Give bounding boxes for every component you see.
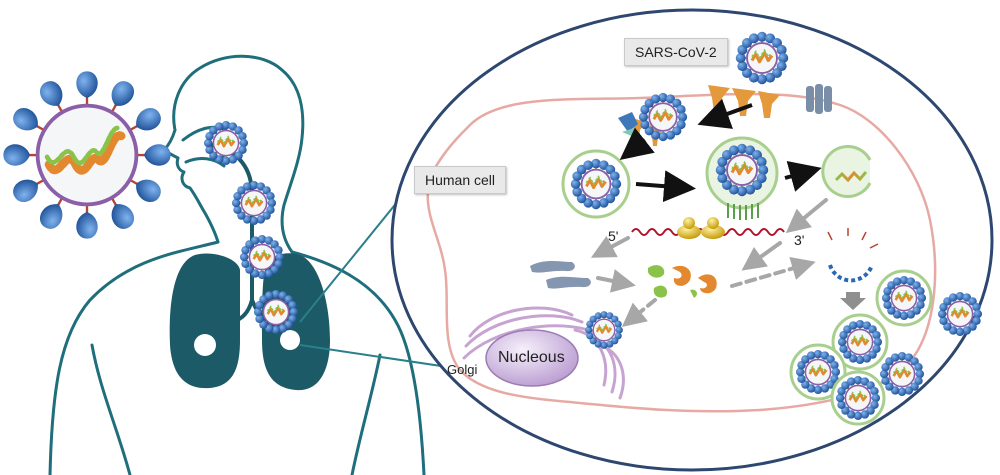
nucleus — [485, 329, 579, 387]
golgi-label: Golgi — [447, 362, 478, 377]
right-lung — [262, 253, 330, 391]
virion-approaching — [734, 30, 790, 86]
exiting-virion-1 — [880, 274, 928, 322]
three-prime-label: 3' — [794, 232, 805, 248]
rna-fragments — [530, 261, 591, 289]
viral-proteins — [648, 265, 717, 298]
nucleus-label: Nucleous — [498, 349, 565, 366]
airway-virion-1 — [202, 119, 250, 167]
human-cell-label: Human cell — [414, 166, 507, 194]
ribosomes — [677, 217, 725, 239]
exiting-virion-4 — [834, 374, 882, 422]
fusing-virion — [714, 142, 770, 198]
virus-label: SARS-CoV-2 — [624, 38, 728, 66]
endocytosed-virion — [569, 157, 623, 211]
replication-arrows — [590, 198, 828, 328]
released-rna — [834, 170, 868, 183]
vesicle-pore — [727, 203, 759, 220]
entry-arrows — [619, 98, 822, 203]
budding-down-arrow — [840, 292, 866, 310]
released-virion-1 — [936, 290, 984, 338]
left-lung — [169, 253, 240, 389]
sars-cov-2-virion-large — [3, 71, 170, 238]
exiting-virion-2 — [836, 318, 884, 366]
uncoating-vesicle — [821, 145, 872, 198]
virion-binding — [637, 91, 689, 143]
five-prime-label: 5' — [608, 228, 619, 244]
right-lung-alveolus — [280, 330, 300, 350]
assembling-virion — [827, 228, 879, 283]
airway-virion-2 — [230, 179, 278, 227]
cell-zoom-ellipse — [390, 8, 994, 472]
left-lung-spot — [194, 334, 216, 356]
membrane-channel — [806, 84, 832, 114]
protease-tmprss2 — [618, 112, 638, 132]
released-virion-2 — [878, 350, 926, 398]
golgi-virion — [583, 309, 625, 351]
airway-virion-3 — [238, 233, 286, 281]
golgi-apparatus — [462, 306, 625, 400]
airway-virion-4 — [252, 288, 300, 336]
